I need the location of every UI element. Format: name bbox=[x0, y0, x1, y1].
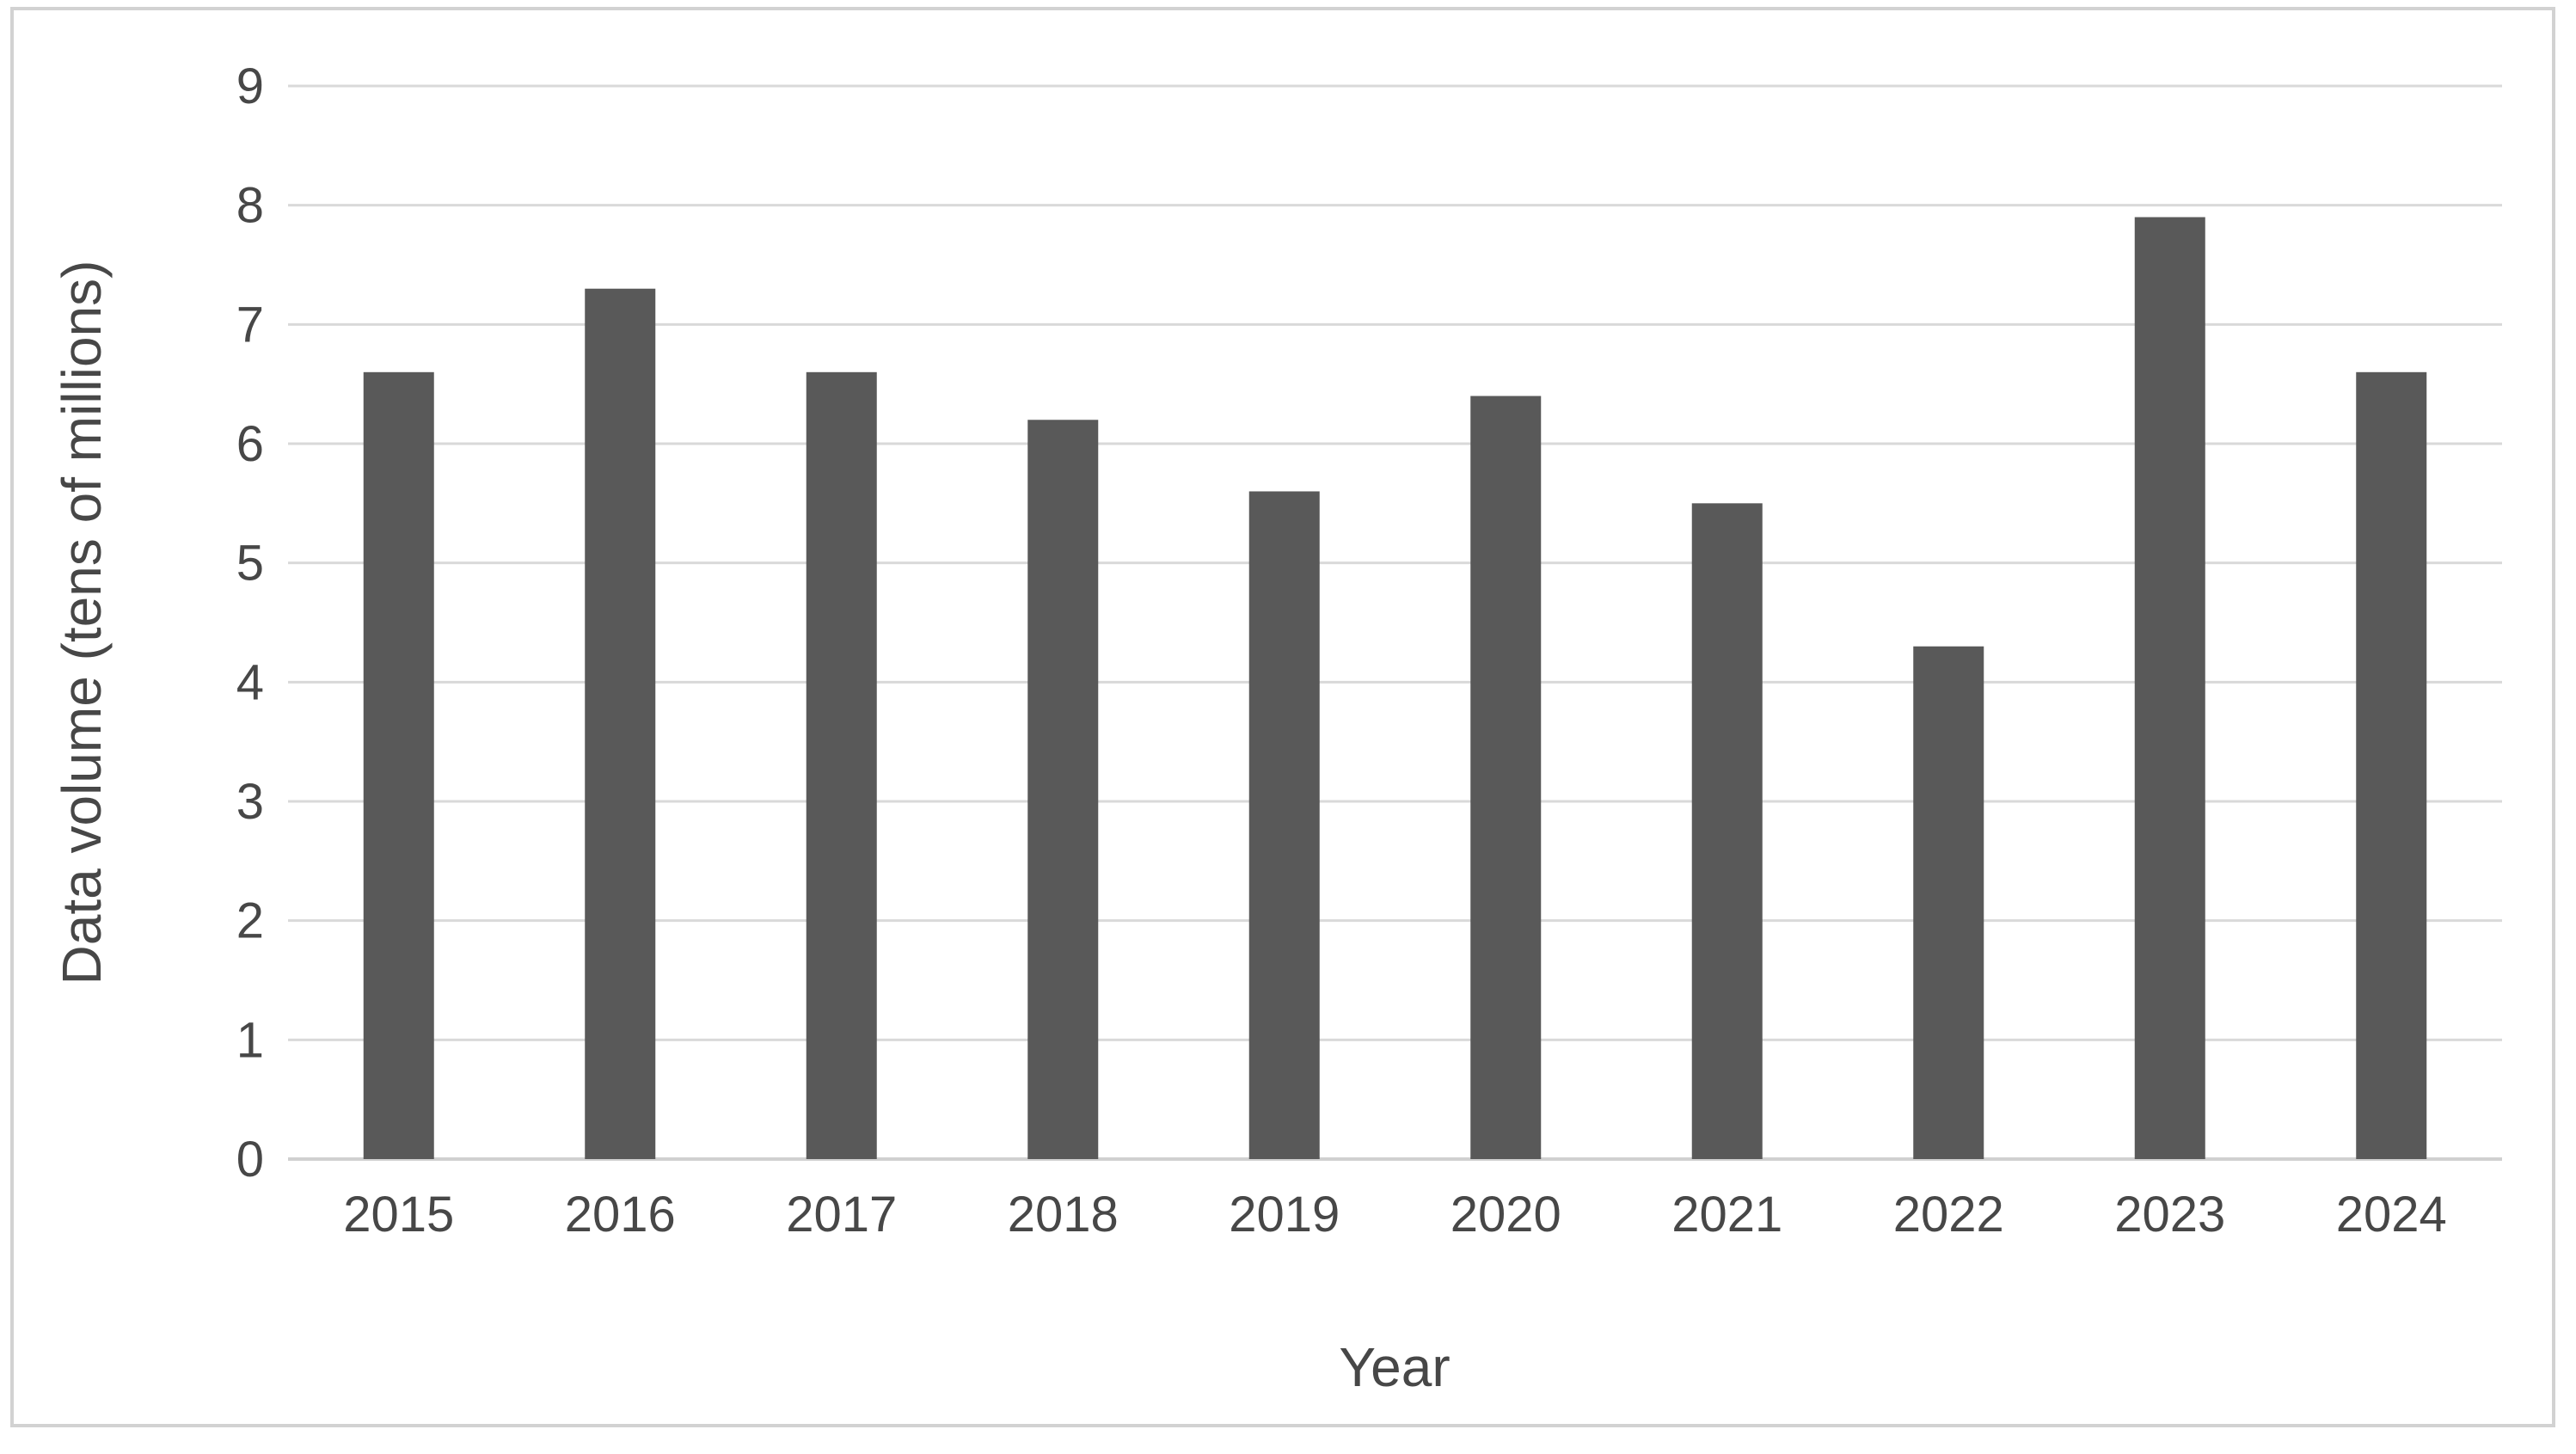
bar-2017 bbox=[806, 371, 877, 1159]
bar-2019 bbox=[1248, 491, 1320, 1159]
y-tick-label-5: 5 bbox=[236, 536, 264, 592]
bar-2016 bbox=[585, 288, 656, 1159]
bar-2022 bbox=[1913, 646, 1984, 1159]
bar-2024 bbox=[2356, 371, 2427, 1159]
x-tick-label-2016: 2016 bbox=[565, 1187, 676, 1242]
x-tick-label-2020: 2020 bbox=[1451, 1187, 1561, 1242]
y-tick-label-2: 2 bbox=[236, 893, 264, 949]
y-axis-title: Data volume (tens of millions) bbox=[51, 260, 113, 985]
x-tick-label-2024: 2024 bbox=[2336, 1187, 2447, 1242]
bar-2020 bbox=[1470, 396, 1542, 1159]
x-tick-label-2015: 2015 bbox=[343, 1187, 454, 1242]
x-tick-label-2018: 2018 bbox=[1008, 1187, 1119, 1242]
bar-2015 bbox=[363, 371, 434, 1159]
x-tick-label-2019: 2019 bbox=[1229, 1187, 1340, 1242]
y-tick-label-3: 3 bbox=[236, 774, 264, 830]
y-tick-label-7: 7 bbox=[236, 297, 264, 353]
y-tick-label-4: 4 bbox=[236, 654, 264, 710]
x-tick-label-2023: 2023 bbox=[2114, 1187, 2225, 1242]
bar-2023 bbox=[2134, 217, 2205, 1160]
y-tick-label-6: 6 bbox=[236, 416, 264, 472]
y-tick-label-8: 8 bbox=[236, 178, 264, 234]
x-axis-title: Year bbox=[1339, 1336, 1451, 1398]
bar-2021 bbox=[1691, 503, 1763, 1159]
x-tick-label-2017: 2017 bbox=[786, 1187, 897, 1242]
y-tick-label-0: 0 bbox=[236, 1132, 264, 1187]
bar-2018 bbox=[1027, 420, 1099, 1159]
y-tick-label-9: 9 bbox=[236, 58, 264, 114]
x-tick-label-2022: 2022 bbox=[1893, 1187, 2004, 1242]
y-tick-label-1: 1 bbox=[236, 1012, 264, 1068]
x-tick-label-2021: 2021 bbox=[1671, 1187, 1782, 1242]
